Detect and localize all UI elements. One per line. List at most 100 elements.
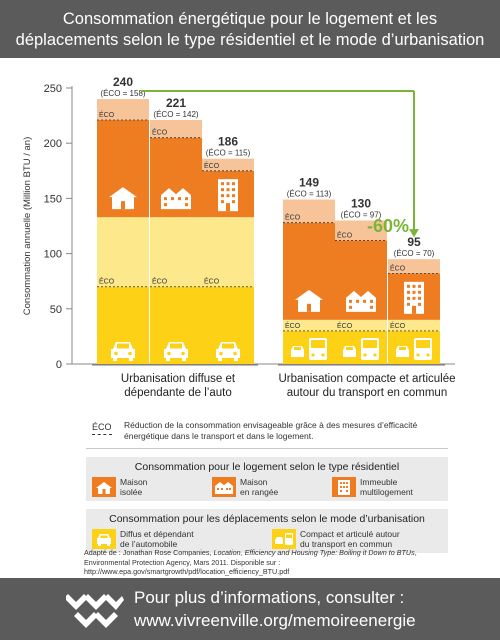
legend-item-label: Maison en rangée: [240, 477, 380, 497]
car-bus-icon: [272, 529, 296, 549]
eco-marker-label: ÉCO: [337, 230, 353, 239]
legend-transport-box: Consommation pour les déplacements selon…: [86, 509, 448, 553]
bar-total-label: 186: [218, 135, 238, 149]
bar-total-label: 221: [166, 96, 186, 110]
bar-total-label: 240: [113, 75, 133, 89]
legend-item-label: Maison isolée: [120, 477, 260, 497]
legend-housing-1-line1: Maison: [240, 477, 268, 487]
house-icon: [92, 477, 116, 497]
bar-transport-eco-0: [97, 217, 149, 287]
car-icon: [164, 342, 188, 361]
source-citation: Adapté de : Jonathan Rose Companies, Loc…: [84, 548, 454, 577]
legend: ÉCO Réduction de la consommation envisag…: [86, 418, 448, 553]
bar-total-label: 95: [407, 235, 421, 249]
car-bus-icon: [396, 338, 432, 360]
y-tick-label: 250: [44, 83, 62, 95]
bar-housing-eco-0: [97, 99, 149, 121]
bar-housing-eco-2: [202, 158, 254, 171]
car-icon: [92, 529, 116, 549]
title-bar: Consommation énergétique pour le logemen…: [0, 0, 500, 58]
legend-housing-0-line2: isolée: [120, 487, 143, 497]
eco-marker-label: ÉCO: [152, 277, 168, 286]
x-category-label-compact-line2: autour du transport en commun: [286, 387, 448, 399]
y-tick-label: 100: [44, 249, 62, 261]
bar-transport-eco-2: [202, 217, 254, 287]
car-icon: [216, 342, 240, 361]
legend-transport-1-line2: du transport en commun: [300, 539, 393, 549]
legend-transport-1-line1: Compact et articulé autour: [300, 529, 400, 539]
legend-housing-box: Consommation pour le logement selon le t…: [86, 457, 448, 501]
bar-eco-label: (ÉCO = 70): [394, 249, 435, 258]
eco-marker-label: ÉCO: [390, 321, 406, 330]
x-category-label-diffuse: Urbanisation diffuse et dépendante de l’…: [88, 372, 268, 400]
legend-item-label: Compact et articulé autour du transport …: [300, 529, 440, 549]
legend-eco-row: ÉCO Réduction de la consommation envisag…: [86, 418, 448, 449]
legend-housing-2-line2: multilogement: [360, 487, 413, 497]
reduction-annotation: -60%: [367, 216, 409, 236]
source-prefix: Adapté de : Jonathan Rose Companies,: [84, 548, 214, 557]
bar-housing-eco-5: [388, 259, 440, 274]
eco-marker-label: ÉCO: [204, 277, 220, 286]
legend-housing-title: Consommation pour le logement selon le t…: [134, 461, 400, 473]
eco-description: Réduction de la consommation envisageabl…: [124, 420, 418, 441]
legend-item-label: Immeuble multilogement: [360, 477, 500, 497]
house-icon: [295, 289, 323, 312]
eco-marker-label: ÉCO: [337, 321, 353, 330]
y-tick-label: 0: [56, 359, 62, 371]
bar-transport-eco-4: [335, 319, 387, 331]
apartment-icon: [404, 281, 424, 314]
row-house-icon: [346, 290, 376, 312]
legend-transport-title: Consommation pour les déplacements selon…: [109, 513, 425, 525]
bar-eco-label: (ÉCO = 158): [100, 89, 145, 98]
x-category-label-diffuse-line2: dépendante de l’auto: [124, 387, 232, 399]
house-icon: [109, 187, 137, 210]
bar-housing-eco-4: [335, 220, 387, 241]
eco-marker-label: ÉCO: [285, 321, 301, 330]
vivre-en-ville-logo: [66, 594, 124, 628]
row-house-icon: [161, 188, 191, 210]
car-icon: [111, 342, 135, 361]
footer: Pour plus d’informations, consulter : ww…: [0, 578, 500, 640]
bar-eco-label: (ÉCO = 142): [153, 110, 198, 119]
bar-eco-label: (ÉCO = 113): [287, 190, 332, 199]
bar-eco-label: (ÉCO = 115): [206, 149, 251, 158]
bar-transport-eco-5: [388, 319, 440, 331]
apartment-icon: [218, 179, 238, 212]
legend-item-label: Diffus et dépendant de l’automobile: [120, 529, 260, 549]
y-axis-label: Consommation annuelle (Million BTU / an): [22, 137, 33, 315]
bar-housing-eco-3: [283, 199, 335, 223]
car-bus-icon: [343, 338, 379, 360]
legend-transport-0-line2: de l’automobile: [120, 539, 178, 549]
x-category-label-compact-line1: Urbanisation compacte et articulée: [278, 373, 456, 385]
title-line-2: déplacements selon le type résidentiel e…: [15, 31, 485, 49]
apartment-icon: [332, 477, 356, 497]
legend-housing-2-line1: Immeuble: [360, 477, 398, 487]
footer-url[interactable]: www.vivreenville.org/memoireenergie: [134, 611, 416, 630]
bar-transport-eco-1: [150, 217, 202, 287]
eco-marker-label: ÉCO: [390, 263, 406, 272]
x-category-label-diffuse-line1: Urbanisation diffuse et: [120, 373, 236, 385]
bar-transport-eco-3: [283, 319, 335, 331]
footer-line-1: Pour plus d’informations, consulter :: [134, 588, 405, 607]
x-category-label-compact: Urbanisation compacte et articulée autou…: [272, 372, 462, 400]
eco-marker-label: ÉCO: [204, 161, 220, 170]
eco-marker-label: ÉCO: [99, 277, 115, 286]
legend-housing-1-line2: en rangée: [240, 487, 279, 497]
bar-eco-label: (ÉCO = 97): [341, 210, 382, 219]
car-bus-icon: [291, 338, 327, 360]
y-tick-label: 200: [44, 138, 62, 150]
legend-transport-0-line1: Diffus et dépendant: [120, 529, 194, 539]
row-house-icon: [212, 477, 236, 497]
bar-housing-eco-1: [150, 120, 202, 138]
bar-total-label: 149: [299, 176, 319, 190]
legend-housing-0-line1: Maison: [120, 477, 148, 487]
y-tick-label: 50: [50, 304, 62, 316]
title-line-1: Consommation énergétique pour le logemen…: [62, 10, 438, 28]
reduction-arrow-head: [409, 229, 419, 238]
bar-total-label: 130: [351, 196, 371, 210]
stacked-bar-chart: 0 50 100 150 200 250 Consommation annuelle (Mi…: [22, 75, 455, 371]
eco-marker-label: ÉCO: [152, 128, 168, 137]
y-tick-label: 150: [44, 193, 62, 205]
source-title: Location, Efficiency and Housing Type: B…: [213, 548, 415, 557]
